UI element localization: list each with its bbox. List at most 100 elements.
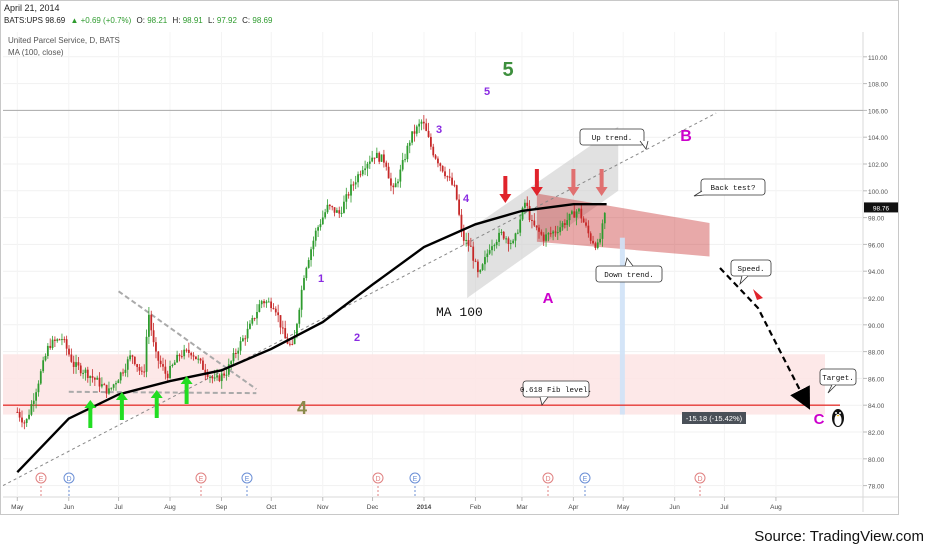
candle-body: [394, 183, 397, 188]
candle-body: [169, 365, 171, 379]
candle-body: [42, 360, 45, 372]
candle-body: [399, 169, 402, 182]
candle-body: [319, 224, 322, 228]
event-marker-label: E: [199, 476, 204, 483]
wave-label: A: [543, 290, 554, 307]
candle-body: [129, 355, 131, 360]
green-up-arrow: [150, 390, 163, 418]
overlays: Up trend. Down trend. Back test? Speed. 0.61…: [84, 59, 898, 428]
candle-body: [352, 184, 355, 186]
candle-body: [321, 217, 324, 225]
event-marker-label: D: [545, 476, 550, 483]
candle-body: [479, 269, 482, 273]
down-trend-label-tail: [624, 257, 634, 267]
candle-body: [441, 165, 444, 172]
y-tick-label: 110.00: [868, 55, 888, 62]
candle-body: [58, 339, 61, 341]
speed-label: Speed.: [730, 259, 772, 286]
candle-body: [528, 206, 531, 220]
candle-body: [206, 373, 209, 377]
candle-body: [488, 250, 491, 254]
x-axis-ticks: May Jun Jul Aug Sep Oct Nov Dec 2014 Feb Mar Apr May…: [11, 497, 782, 511]
candle-body: [173, 362, 176, 365]
x-tick-label: Sep: [216, 504, 228, 511]
candle-body: [28, 414, 30, 419]
candles: [16, 115, 606, 430]
candle-body: [18, 411, 21, 418]
green-up-arrow-shape: [180, 376, 193, 404]
candle-body: [122, 372, 124, 374]
candle-body: [538, 227, 540, 232]
candle-body: [63, 339, 66, 341]
event-marker-circle: [195, 472, 207, 484]
candle-body: [216, 375, 218, 378]
candle-body: [303, 278, 305, 290]
candle-body: [56, 339, 59, 341]
ma-100-label: MA 100: [436, 305, 483, 320]
candle-body: [521, 207, 524, 220]
ticker-symbol: BATS:UPS 98.69: [4, 16, 66, 25]
candle-body: [77, 362, 80, 366]
last-price-box: [864, 202, 898, 213]
event-marker: E: [35, 472, 47, 497]
candle-body: [242, 338, 244, 342]
candle-body: [375, 152, 378, 159]
fib-label-text: 0.618 Fib level.: [520, 387, 592, 395]
candle-body: [500, 231, 503, 233]
candle-body: [580, 208, 583, 219]
candle-body: [432, 146, 435, 156]
green-up-arrow-shape: [115, 392, 128, 420]
candle-body: [493, 245, 496, 247]
candle-body: [343, 201, 345, 213]
candle-body: [65, 339, 68, 349]
event-marker-label: D: [375, 476, 380, 483]
candle-body: [253, 318, 256, 320]
event-marker-label: D: [66, 476, 71, 483]
candle-body: [512, 240, 515, 244]
ma-100-path: [16, 202, 607, 474]
ma-100-line: [16, 202, 607, 474]
ticker-line: BATS:UPS 98.69 ▲ +0.69 (+0.7%) O: 98.21 …: [4, 16, 273, 25]
event-marker: E: [241, 472, 253, 497]
ticker-open: 98.21: [147, 16, 168, 25]
green-up-arrow-shape: [84, 400, 97, 428]
red-down-arrow-shape: [530, 169, 543, 196]
candle-body: [152, 330, 155, 343]
projection-badge-box: [682, 412, 746, 424]
candle-body: [439, 163, 442, 166]
candle-body: [549, 233, 552, 235]
up-trend-label-text: Up trend.: [592, 135, 633, 143]
projection-badge: -15.18 (-15.42%): [682, 412, 746, 424]
candle-body: [425, 123, 428, 131]
candle-body: [524, 202, 526, 208]
candle-body: [486, 253, 489, 258]
y-tick-label: 88.00: [868, 350, 885, 357]
fib-label-tail: [539, 396, 549, 406]
back-test-label-tail: [693, 190, 705, 197]
candle-body: [296, 323, 298, 336]
x-tick-label: Dec: [367, 504, 379, 511]
candle-body: [39, 371, 42, 384]
candle-body: [140, 370, 143, 372]
up-trend-label-tail: [639, 140, 649, 150]
target-label-box: [819, 368, 857, 386]
ticker-open-label: O:: [137, 16, 145, 25]
candle-body: [446, 176, 449, 178]
candle-body: [531, 219, 533, 221]
candle-body: [61, 339, 63, 341]
candle-body: [305, 267, 308, 279]
candle-body: [115, 383, 117, 385]
legend-title: United Parcel Service, D, BATS: [8, 36, 120, 45]
candle-body: [406, 145, 409, 160]
candle-body: [260, 301, 263, 305]
y-tick-label: 90.00: [868, 323, 885, 330]
candle-body: [209, 376, 211, 378]
candle-body: [180, 356, 183, 358]
wave-label: 1: [318, 273, 324, 285]
candle-body: [340, 212, 343, 214]
candle-body: [171, 364, 174, 366]
candle-body: [213, 377, 216, 379]
candle-body: [279, 315, 282, 328]
candle-body: [338, 210, 341, 214]
